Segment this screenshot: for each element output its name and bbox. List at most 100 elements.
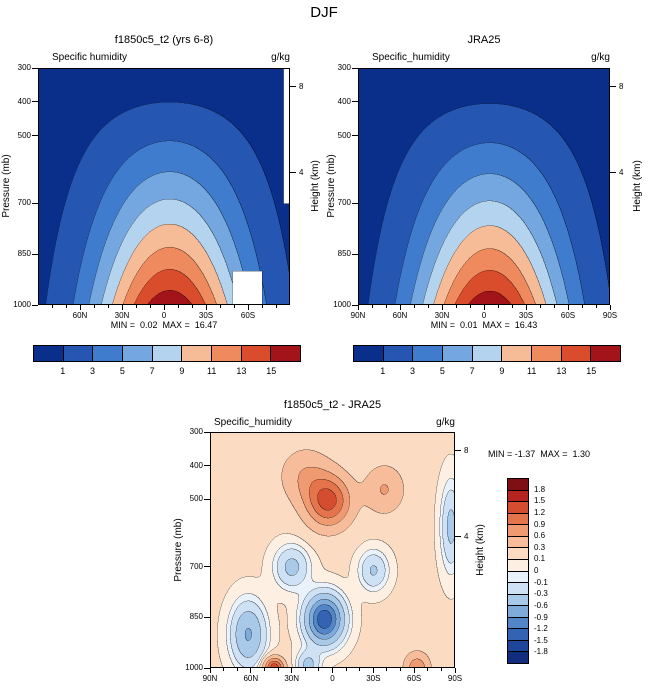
latitude-minor-tick bbox=[553, 305, 555, 308]
latitude-minor-tick bbox=[93, 305, 95, 308]
latitude-minor-tick bbox=[223, 668, 225, 671]
colorbar-cell bbox=[92, 346, 123, 361]
diff-panel-title: f1850c5_t2 - JRA25 bbox=[283, 399, 382, 411]
height-tick-label: 4 bbox=[619, 167, 624, 177]
pressure-tick bbox=[352, 135, 358, 137]
colorbar-cell bbox=[590, 346, 621, 361]
latitude-minor-tick bbox=[261, 305, 263, 308]
pressure-tick bbox=[352, 67, 358, 69]
latitude-minor-tick bbox=[539, 305, 541, 308]
colorbar-cell bbox=[501, 346, 532, 361]
latitude-minor-tick bbox=[469, 305, 471, 308]
colorbar-tick-label: 1.2 bbox=[534, 507, 546, 517]
latitude-minor-tick bbox=[318, 668, 320, 671]
colorbar-cell bbox=[211, 346, 241, 361]
latitude-tick-label: 60S bbox=[407, 674, 422, 683]
obs-colorbar bbox=[353, 345, 621, 362]
colorbar-cell bbox=[508, 489, 528, 502]
latitude-tick bbox=[609, 305, 611, 310]
latitude-minor-tick bbox=[65, 305, 67, 308]
colorbar-cell bbox=[181, 346, 212, 361]
colorbar-tick-label: 3 bbox=[410, 366, 416, 376]
colorbar-tick-label: -0.9 bbox=[534, 612, 548, 622]
colorbar-cell bbox=[62, 346, 93, 361]
colorbar-cell bbox=[122, 346, 152, 361]
colorbar-tick-label: 1.8 bbox=[534, 484, 546, 494]
latitude-minor-tick bbox=[191, 305, 193, 308]
pressure-tick-label: 850 bbox=[337, 249, 351, 259]
pressure-tick bbox=[204, 566, 210, 568]
latitude-minor-tick bbox=[219, 305, 221, 308]
colorbar-tick-label: 3 bbox=[90, 366, 96, 376]
latitude-minor-tick bbox=[277, 668, 279, 671]
colorbar-tick-label: 11 bbox=[206, 366, 217, 376]
diff-height-axis-label: Height (km) bbox=[475, 524, 486, 576]
latitude-tick bbox=[121, 305, 123, 310]
pressure-tick bbox=[32, 101, 38, 103]
colorbar-tick-label: 13 bbox=[556, 366, 567, 376]
colorbar-cell bbox=[508, 628, 528, 640]
figure-title: DJF bbox=[310, 4, 338, 21]
colorbar-cell bbox=[471, 346, 502, 361]
latitude-minor-tick bbox=[359, 668, 361, 671]
latitude-minor-tick bbox=[497, 305, 499, 308]
latitude-minor-tick bbox=[275, 305, 277, 308]
colorbar-tick-label: 1 bbox=[380, 366, 386, 376]
colorbar-cell bbox=[560, 346, 591, 361]
latitude-minor-tick bbox=[149, 305, 151, 308]
pressure-tick-label: 700 bbox=[189, 561, 203, 571]
colorbar-tick-label: 9 bbox=[179, 366, 185, 376]
pressure-tick bbox=[32, 135, 38, 137]
latitude-tick bbox=[209, 668, 211, 673]
colorbar-cell bbox=[151, 346, 182, 361]
model-colorbar bbox=[33, 345, 301, 362]
model-pressure-axis-label: Pressure (mb) bbox=[1, 154, 12, 218]
latitude-tick-label: 90N bbox=[350, 311, 366, 320]
obs-pressure-axis-label: Pressure (mb) bbox=[326, 154, 337, 218]
model-minmax-text: MIN = 0.02 MAX = 16.47 bbox=[110, 320, 218, 330]
diff-pressure-axis-label: Pressure (mb) bbox=[173, 518, 184, 582]
latitude-tick bbox=[454, 668, 456, 673]
latitude-minor-tick bbox=[233, 305, 235, 308]
obs-height-axis-label: Height (km) bbox=[632, 160, 643, 212]
latitude-minor-tick bbox=[511, 305, 513, 308]
latitude-minor-tick bbox=[386, 668, 388, 671]
pressure-tick bbox=[352, 304, 358, 306]
latitude-tick-label: 30N bbox=[114, 311, 130, 320]
latitude-minor-tick bbox=[581, 305, 583, 308]
latitude-tick bbox=[79, 305, 81, 310]
latitude-minor-tick bbox=[263, 668, 265, 671]
colorbar-cell bbox=[270, 346, 301, 361]
latitude-minor-tick bbox=[177, 305, 179, 308]
height-tick-label: 8 bbox=[299, 81, 304, 91]
pressure-tick bbox=[32, 304, 38, 306]
latitude-tick-label: 60S bbox=[240, 311, 256, 320]
model-field-label: Specific humidity bbox=[52, 52, 128, 63]
model-panel-title: f1850c5_t2 (yrs 6-8) bbox=[114, 34, 214, 46]
pressure-tick bbox=[32, 67, 38, 69]
height-tick bbox=[290, 86, 296, 88]
obs-units-label: g/kg bbox=[591, 52, 610, 63]
pressure-tick-label: 700 bbox=[337, 198, 351, 208]
colorbar-tick-label: 0 bbox=[534, 566, 539, 575]
colorbar-tick-label: -1.5 bbox=[534, 635, 548, 645]
pressure-tick bbox=[204, 616, 210, 618]
latitude-tick-label: 90N bbox=[202, 674, 218, 683]
colorbar-tick-label: 5 bbox=[439, 366, 445, 376]
diff-units-label: g/kg bbox=[436, 417, 455, 428]
latitude-tick bbox=[163, 305, 165, 310]
pressure-tick bbox=[32, 253, 38, 255]
height-tick-label: 4 bbox=[299, 167, 304, 177]
latitude-tick bbox=[250, 668, 252, 673]
latitude-minor-tick bbox=[371, 305, 373, 308]
colorbar-cell bbox=[508, 605, 528, 617]
pressure-tick-label: 500 bbox=[189, 494, 203, 504]
latitude-tick bbox=[525, 305, 527, 310]
colorbar-cell bbox=[354, 346, 383, 361]
colorbar-tick-label: -0.3 bbox=[534, 589, 548, 599]
colorbar-cell bbox=[34, 346, 63, 361]
pressure-tick-label: 400 bbox=[337, 96, 351, 106]
diff-contour-plot bbox=[210, 432, 455, 668]
height-tick bbox=[610, 172, 616, 174]
latitude-tick bbox=[441, 305, 443, 310]
